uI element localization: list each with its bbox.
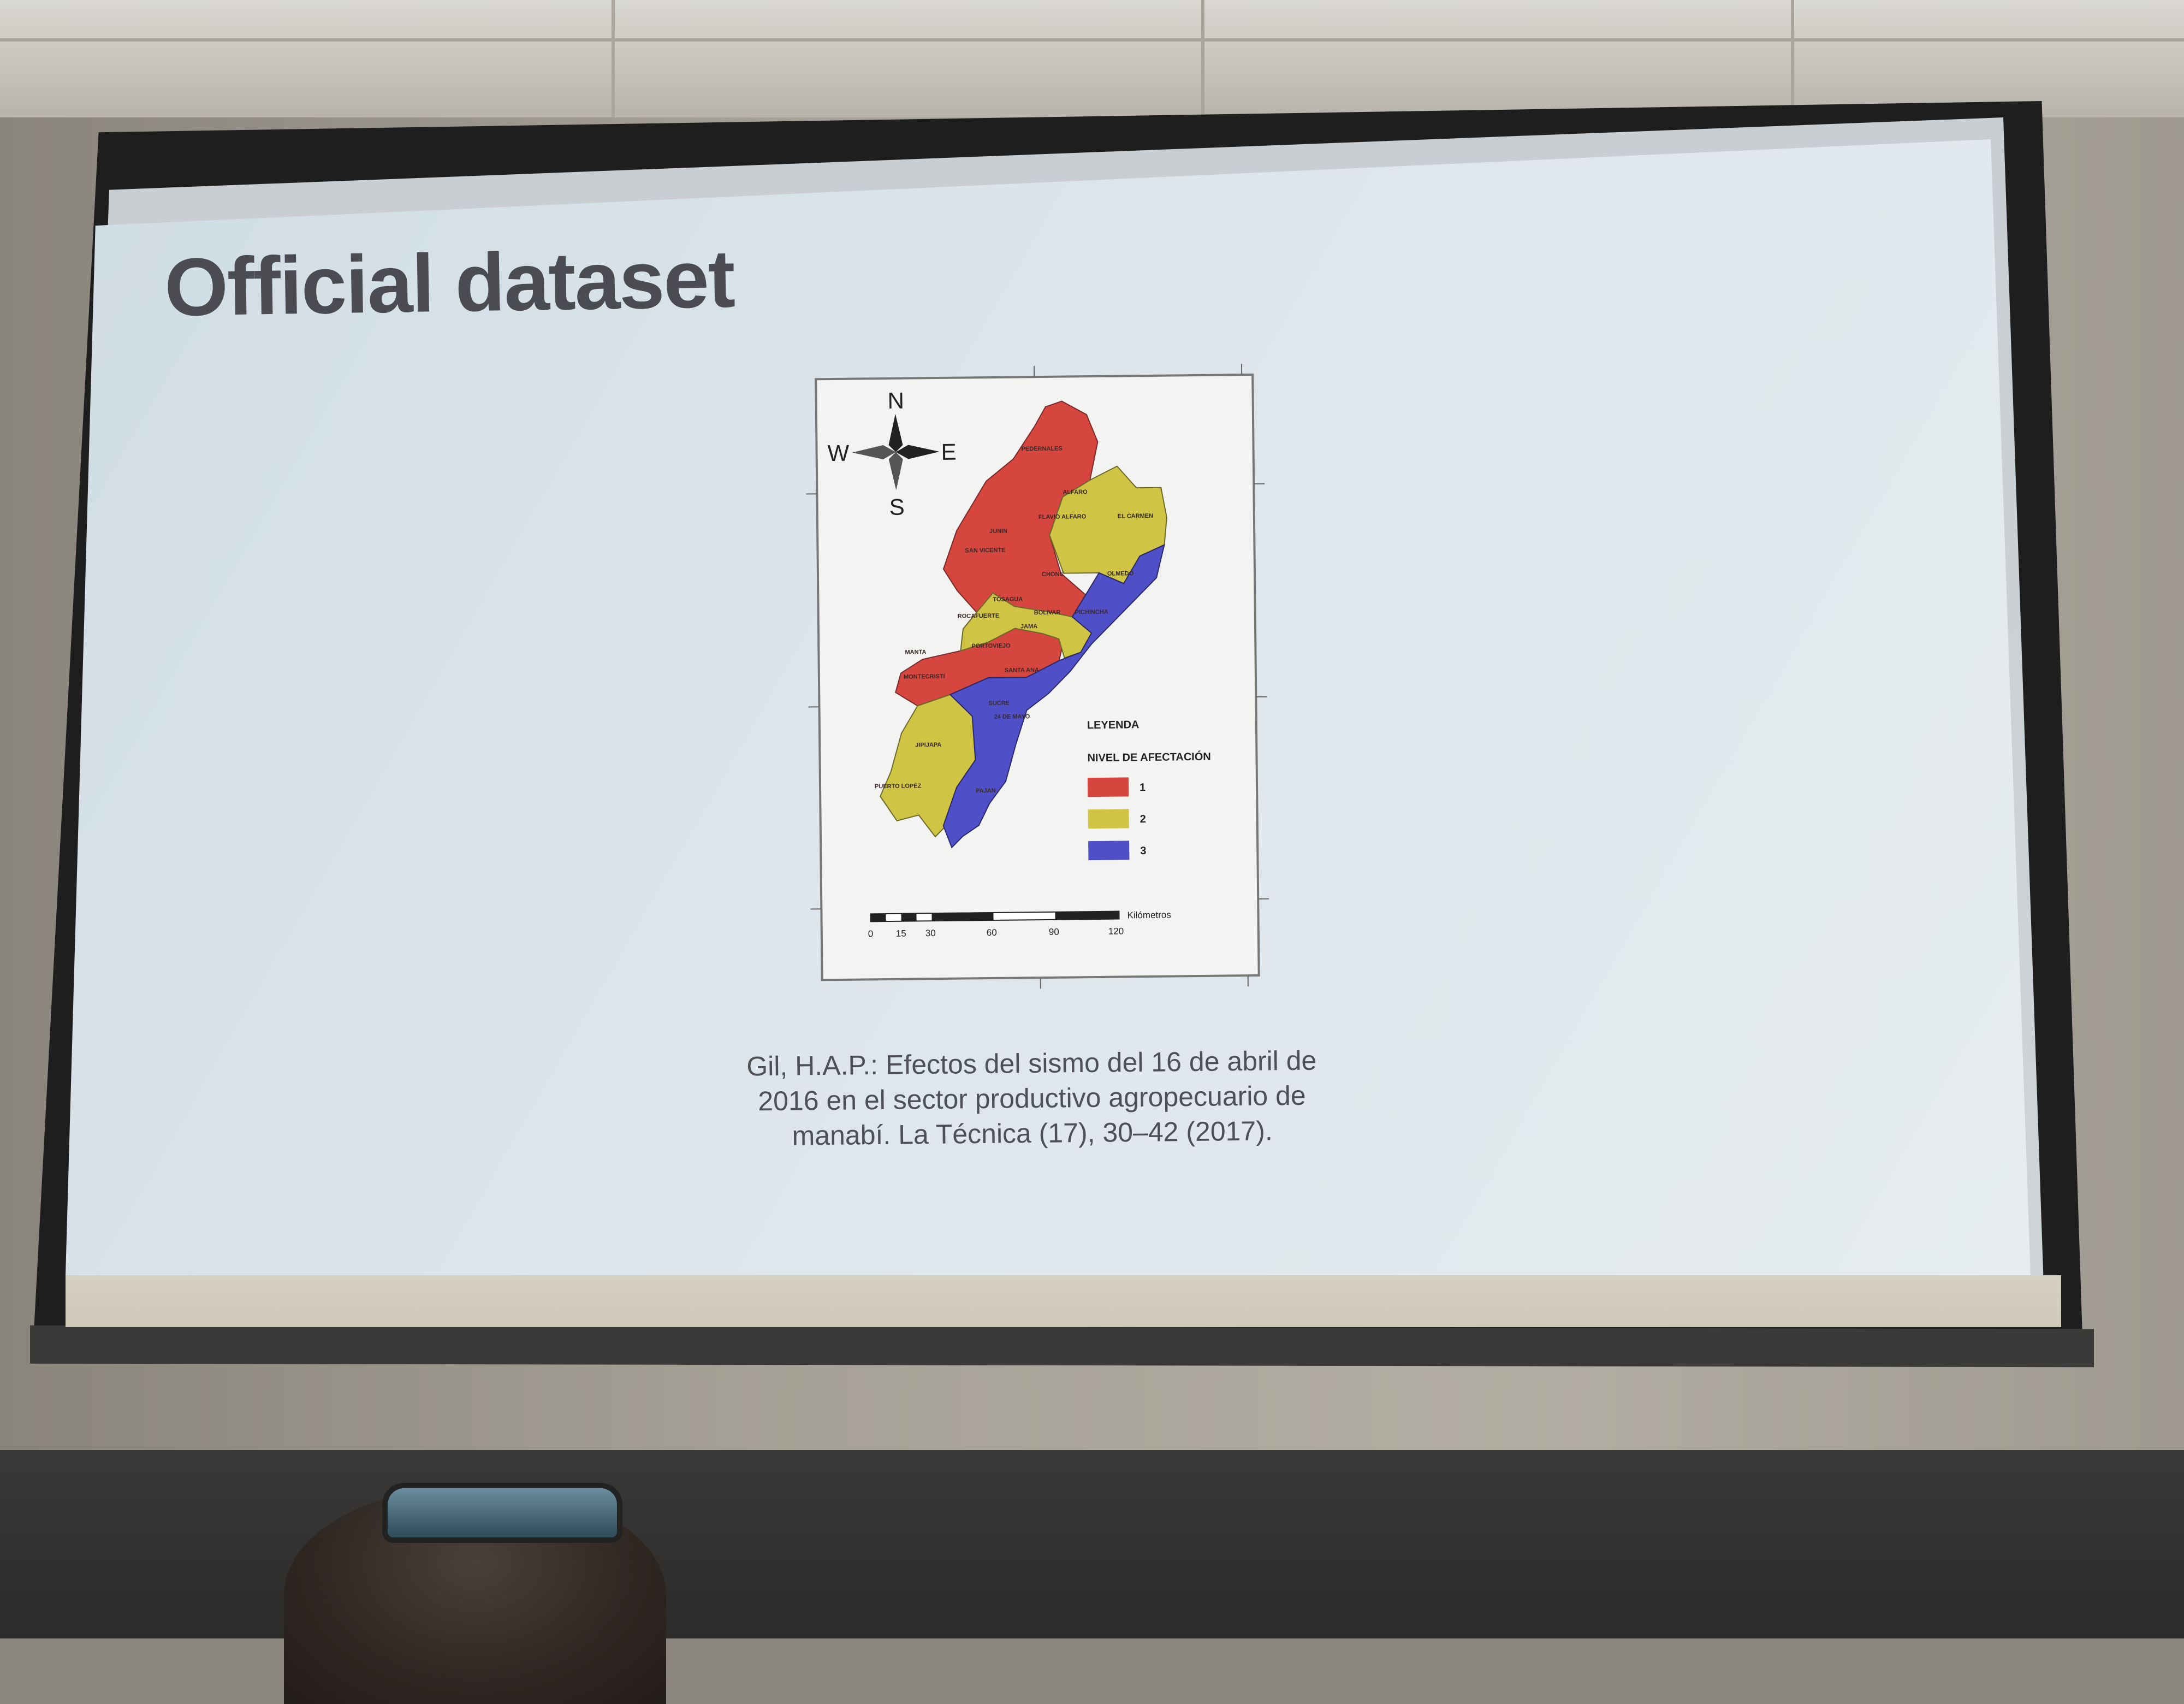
slide-title: Official dataset bbox=[164, 232, 735, 335]
region-label: SUCRE bbox=[988, 700, 1010, 707]
compass-south: S bbox=[889, 494, 905, 520]
region-label: JAMA bbox=[1020, 623, 1037, 630]
region-label: SANTA ANA bbox=[1005, 667, 1039, 674]
region-label: MANTA bbox=[905, 649, 926, 655]
map-figure: N S W E PEDERNALES JUNIN FLAVIO ALFARO E… bbox=[805, 353, 1281, 1008]
legend-label-3: 3 bbox=[1140, 845, 1146, 857]
scale-unit: Kilómetros bbox=[1127, 910, 1171, 921]
scale-tick: 60 bbox=[987, 927, 997, 938]
ceiling-tile-seam bbox=[612, 0, 615, 117]
region-label: TOSAGUA bbox=[993, 596, 1023, 603]
scale-tick: 0 bbox=[868, 928, 874, 939]
scale-tick: 90 bbox=[1049, 927, 1059, 937]
legend-title: LEYENDA bbox=[1087, 719, 1140, 731]
legend-subtitle: NIVEL DE AFECTACIÓN bbox=[1087, 750, 1211, 764]
ceiling-tile-seam bbox=[1791, 0, 1794, 117]
screen-bottom-bar bbox=[30, 1326, 2094, 1368]
region-label: MONTECRISTI bbox=[904, 673, 945, 681]
slide-citation: Gil, H.A.P.: Efectos del sismo del 16 de… bbox=[704, 1043, 1360, 1155]
region-label: PORTOVIEJO bbox=[971, 643, 1011, 650]
ceiling bbox=[0, 0, 2184, 117]
slide-bottom-strip bbox=[66, 1275, 2061, 1327]
region-label: ALFARO bbox=[1063, 489, 1088, 495]
region-label: BOLIVAR bbox=[1034, 610, 1061, 617]
legend-swatch-3 bbox=[1088, 841, 1129, 860]
scale-tick: 120 bbox=[1108, 926, 1124, 936]
region-label: JUNIN bbox=[989, 528, 1007, 535]
legend-label-1: 1 bbox=[1140, 782, 1146, 794]
legend-swatch-1 bbox=[1088, 777, 1129, 797]
region-label: PAJAN bbox=[976, 788, 996, 794]
compass-west: W bbox=[827, 440, 849, 466]
region-label: FLAVIO ALFARO bbox=[1038, 513, 1087, 520]
legend-swatch-2 bbox=[1088, 809, 1129, 829]
region-label: PEDERNALES bbox=[1022, 446, 1063, 453]
sunglasses-on-head bbox=[382, 1483, 622, 1543]
compass-north: N bbox=[887, 388, 904, 413]
region-label: OLMEDO bbox=[1107, 570, 1134, 577]
scale-tick: 30 bbox=[925, 928, 936, 938]
region-label: SAN VICENTE bbox=[965, 547, 1005, 554]
region-label: 24 DE MAYO bbox=[994, 713, 1030, 720]
region-label: JIPIJAPA bbox=[915, 742, 941, 749]
legend-label-2: 2 bbox=[1140, 813, 1146, 825]
citation-line: manabí. La Técnica (17), 30–42 (2017). bbox=[704, 1113, 1360, 1155]
region-label: PUERTO LOPEZ bbox=[875, 783, 922, 790]
region-label: CHONE bbox=[1042, 571, 1064, 578]
ceiling-tile-seam bbox=[0, 38, 2184, 42]
manabi-damage-map: N S W E PEDERNALES JUNIN FLAVIO ALFARO E… bbox=[805, 353, 1281, 1008]
scale-tick: 15 bbox=[896, 928, 906, 939]
ceiling-tile-seam bbox=[1201, 0, 1204, 117]
region-label: PICHINCHA bbox=[1075, 609, 1108, 616]
region-label: EL CARMEN bbox=[1118, 513, 1153, 520]
compass-east: E bbox=[941, 439, 957, 465]
region-label: ROCAFUERTE bbox=[958, 613, 1000, 620]
